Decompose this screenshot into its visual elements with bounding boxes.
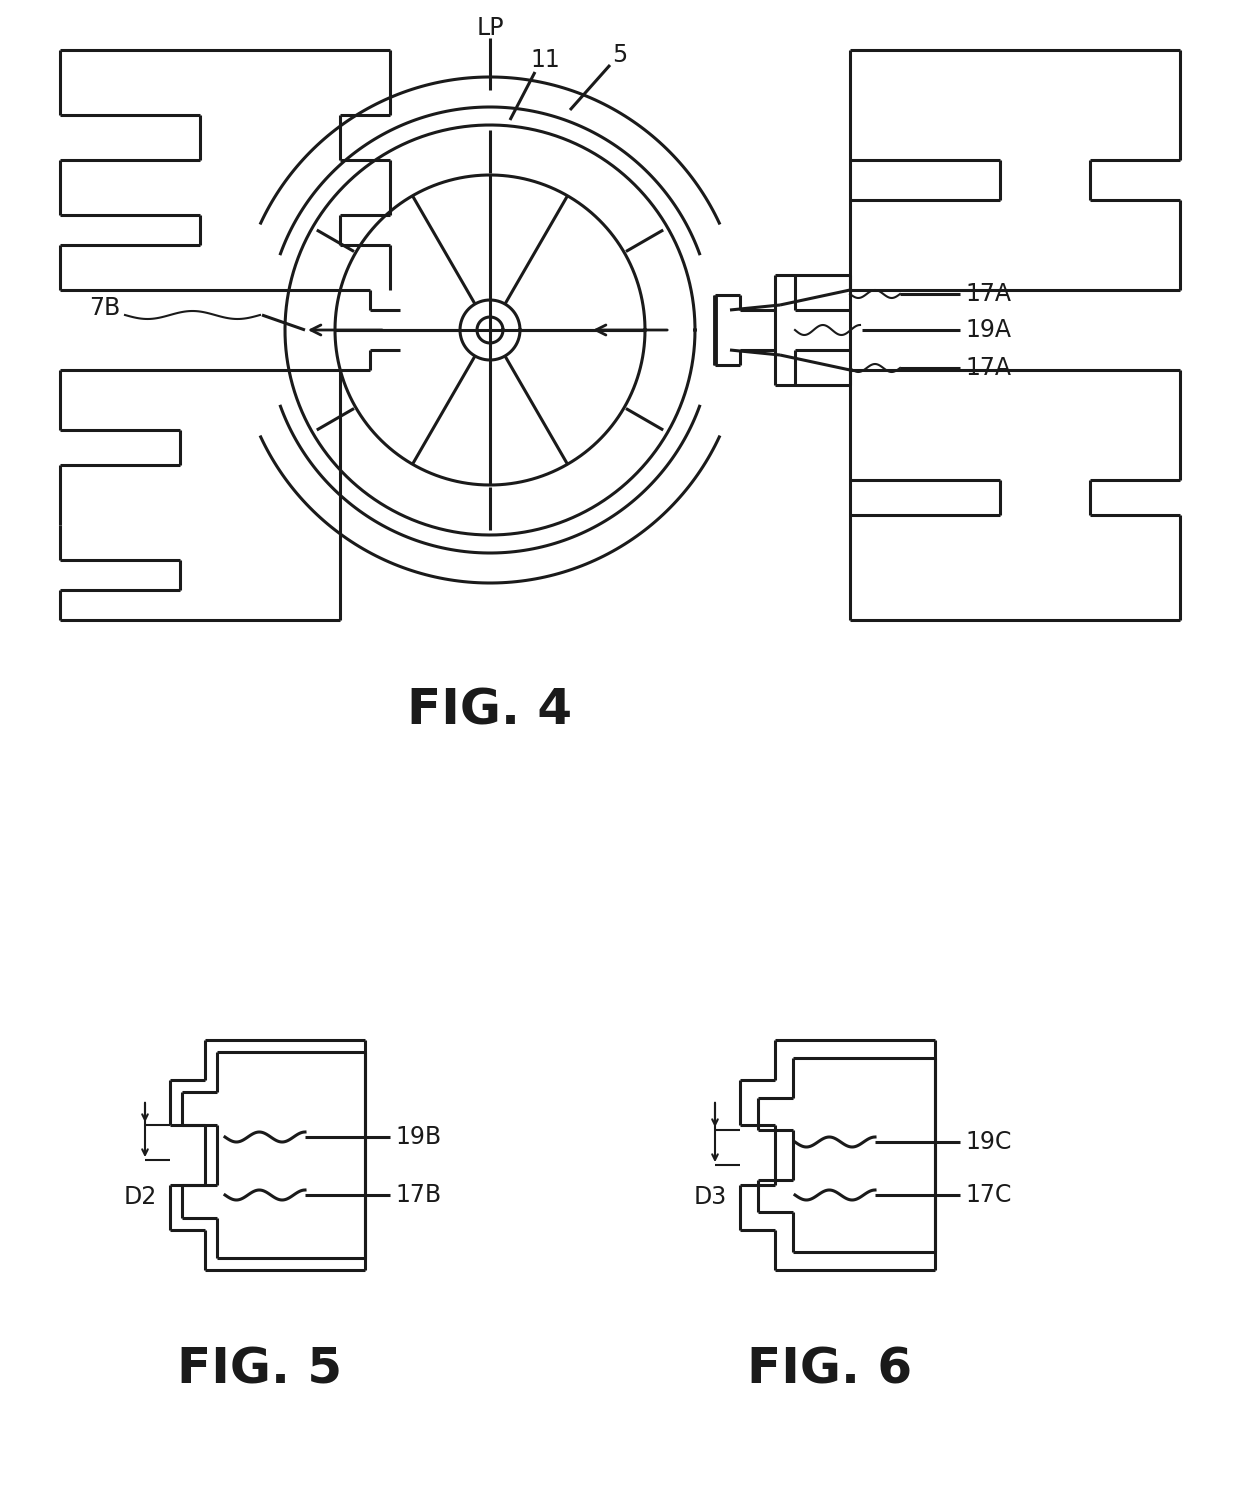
Text: 19B: 19B bbox=[396, 1126, 441, 1148]
Text: FIG. 6: FIG. 6 bbox=[748, 1345, 913, 1394]
Text: 19C: 19C bbox=[965, 1130, 1012, 1154]
Text: 11: 11 bbox=[531, 48, 560, 72]
Text: D3: D3 bbox=[693, 1184, 727, 1209]
Text: 5: 5 bbox=[613, 44, 627, 68]
Text: FIG. 4: FIG. 4 bbox=[408, 686, 573, 734]
Text: 17C: 17C bbox=[965, 1183, 1012, 1207]
Text: D2: D2 bbox=[123, 1184, 156, 1209]
Text: 19A: 19A bbox=[965, 318, 1011, 342]
Text: 17B: 17B bbox=[396, 1183, 441, 1207]
Text: 17A: 17A bbox=[965, 281, 1011, 306]
Text: 7B: 7B bbox=[89, 296, 120, 321]
Text: 17A: 17A bbox=[965, 357, 1011, 379]
Text: LP: LP bbox=[476, 17, 503, 41]
Text: FIG. 5: FIG. 5 bbox=[177, 1345, 342, 1394]
